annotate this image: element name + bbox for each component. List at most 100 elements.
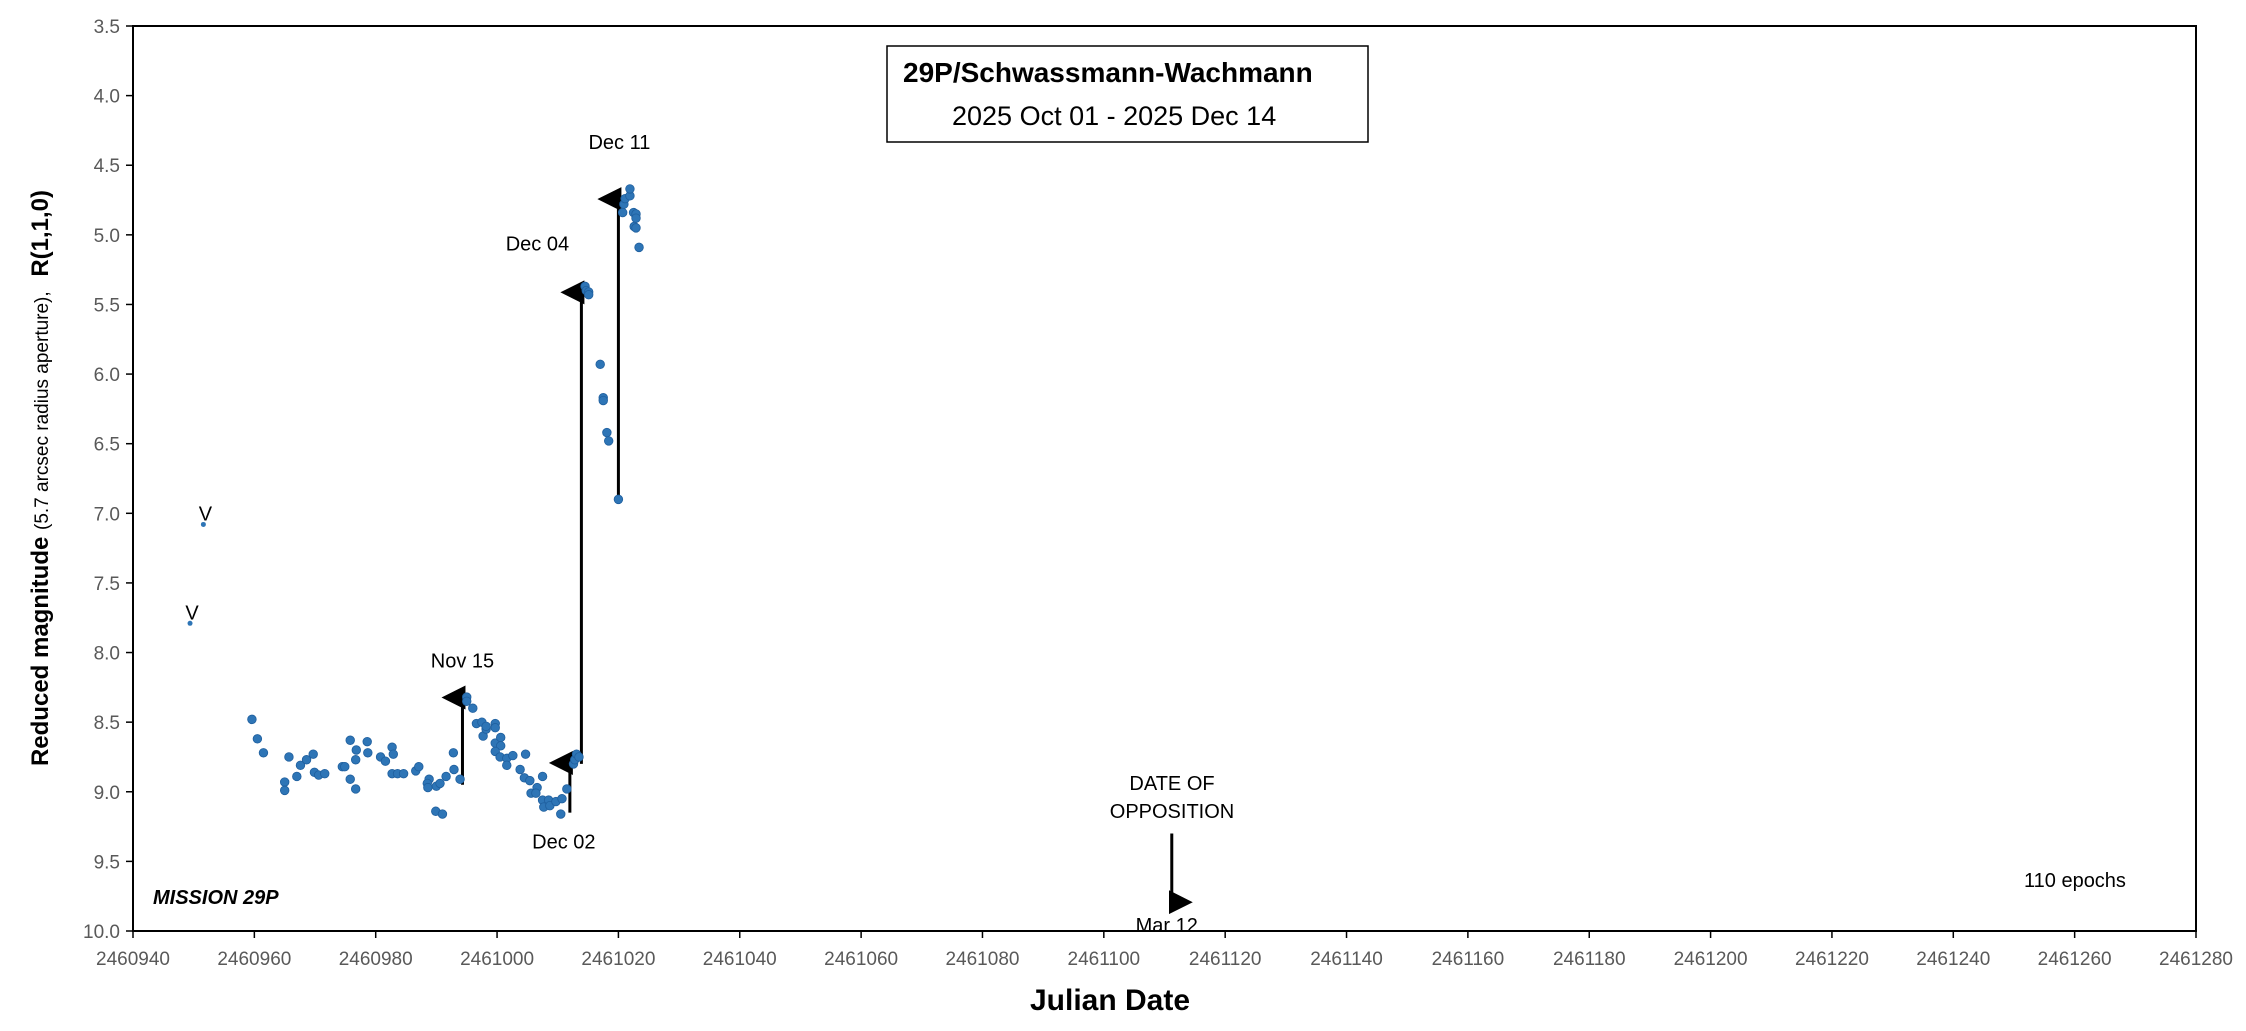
y-tick-label: 8.0 [94,644,120,665]
y-tick-label: 6.5 [94,435,120,456]
data-point [634,242,644,253]
y-axis-label-main: Reduced magnitude [27,537,54,766]
data-point [481,721,491,732]
data-point [462,696,472,706]
data-point [423,782,433,793]
data-points: VV [185,184,644,819]
x-tick-label: 2461060 [824,949,898,970]
data-point [435,778,445,789]
plot-area [132,25,2197,932]
data-point [617,207,628,218]
data-point [583,290,594,300]
chart-title: 29P/Schwassmann-Wachmann [903,57,1313,88]
x-tick-label: 2461000 [460,949,534,970]
data-point [602,427,612,438]
data-point [525,775,535,786]
visual-marker-label: V [185,602,199,624]
x-tick-label: 2461180 [1553,949,1626,970]
data-point [414,762,424,772]
data-point [362,736,372,747]
visual-data-point [200,521,206,527]
y-tick-label: 9.0 [94,783,120,804]
data-point [295,760,306,771]
data-point [247,714,257,725]
data-point [350,755,361,765]
data-point [279,777,290,787]
data-point [631,213,641,223]
x-tick-label: 2460960 [217,949,291,970]
x-tick-label: 2461280 [2159,949,2233,970]
data-point [468,703,478,713]
opposition-label-line2: OPPOSITION [1110,801,1234,823]
data-point [345,735,355,745]
x-tick-label: 2461080 [945,949,1019,970]
y-tick-label: 3.5 [94,17,120,38]
x-tick-label: 2461160 [1432,949,1505,970]
data-point [350,784,361,794]
event-label: Dec 11 [588,132,650,154]
data-point [502,760,512,771]
data-point [301,755,312,765]
y-tick-label: 5.0 [94,226,120,247]
x-tick-label: 2461140 [1310,949,1383,970]
data-point [595,359,605,370]
x-tick-label: 2461260 [2038,949,2112,970]
visual-data-point [187,620,193,626]
data-point [515,764,525,775]
data-point [537,771,548,782]
data-point [448,748,459,758]
data-point [490,723,500,733]
event-label: Nov 15 [431,651,494,673]
data-point [441,771,451,782]
data-point [284,752,294,762]
event-label: Mar 12 [1136,915,1198,937]
data-point [520,749,531,759]
data-point [380,756,391,766]
x-tick-label: 2461020 [581,949,655,970]
data-point [613,494,624,505]
y-tick-label: 4.5 [94,156,120,177]
event-label: Dec 04 [506,233,569,255]
data-point [437,809,448,819]
x-axis-label: Julian Date [1030,984,1190,1017]
y-tick-label: 9.5 [94,852,120,873]
data-point [562,784,572,794]
y-tick-label: 5.5 [94,295,120,316]
data-point [598,395,608,406]
x-tick-label: 2461240 [1916,949,1990,970]
x-tick-label: 2461220 [1795,949,1869,970]
visual-marker-label: V [199,503,213,525]
y-tick-label: 8.5 [94,713,120,734]
data-point [398,768,409,779]
y-tick-label: 7.0 [94,504,120,525]
data-point [258,748,269,758]
data-point [320,768,330,779]
y-axis-label-filter: R(1,1,0) [27,190,54,277]
mission-label: MISSION 29P [153,887,279,909]
y-axis-label: Reduced magnitude (5.7 arcsec radius ape… [27,190,54,766]
data-point [495,741,506,751]
title-box: 29P/Schwassmann-Wachmann 2025 Oct 01 - 2… [886,45,1369,143]
data-point [351,745,361,755]
data-point [340,762,350,772]
data-point [508,750,518,761]
y-tick-label: 6.0 [94,365,120,386]
opposition-label-line1: DATE OF [1129,773,1214,795]
data-point [252,734,263,744]
data-point [531,788,541,798]
data-point [604,436,614,446]
data-point [388,749,399,759]
x-tick-label: 2461200 [1674,949,1748,970]
x-tick-label: 2460980 [339,949,413,970]
x-tick-label: 2461040 [703,949,777,970]
data-point [495,732,506,743]
event-arrows: Nov 15 Dec 02 Dec 04 Dec 11 Mar 12 [431,132,1198,937]
chart-subtitle: 2025 Oct 01 - 2025 Dec 14 [952,101,1276,131]
data-point [631,223,641,233]
data-point [556,809,566,819]
data-point [308,749,318,759]
y-tick-label: 7.5 [94,574,120,595]
data-point [292,771,302,782]
x-tick-label: 2460940 [96,949,170,970]
